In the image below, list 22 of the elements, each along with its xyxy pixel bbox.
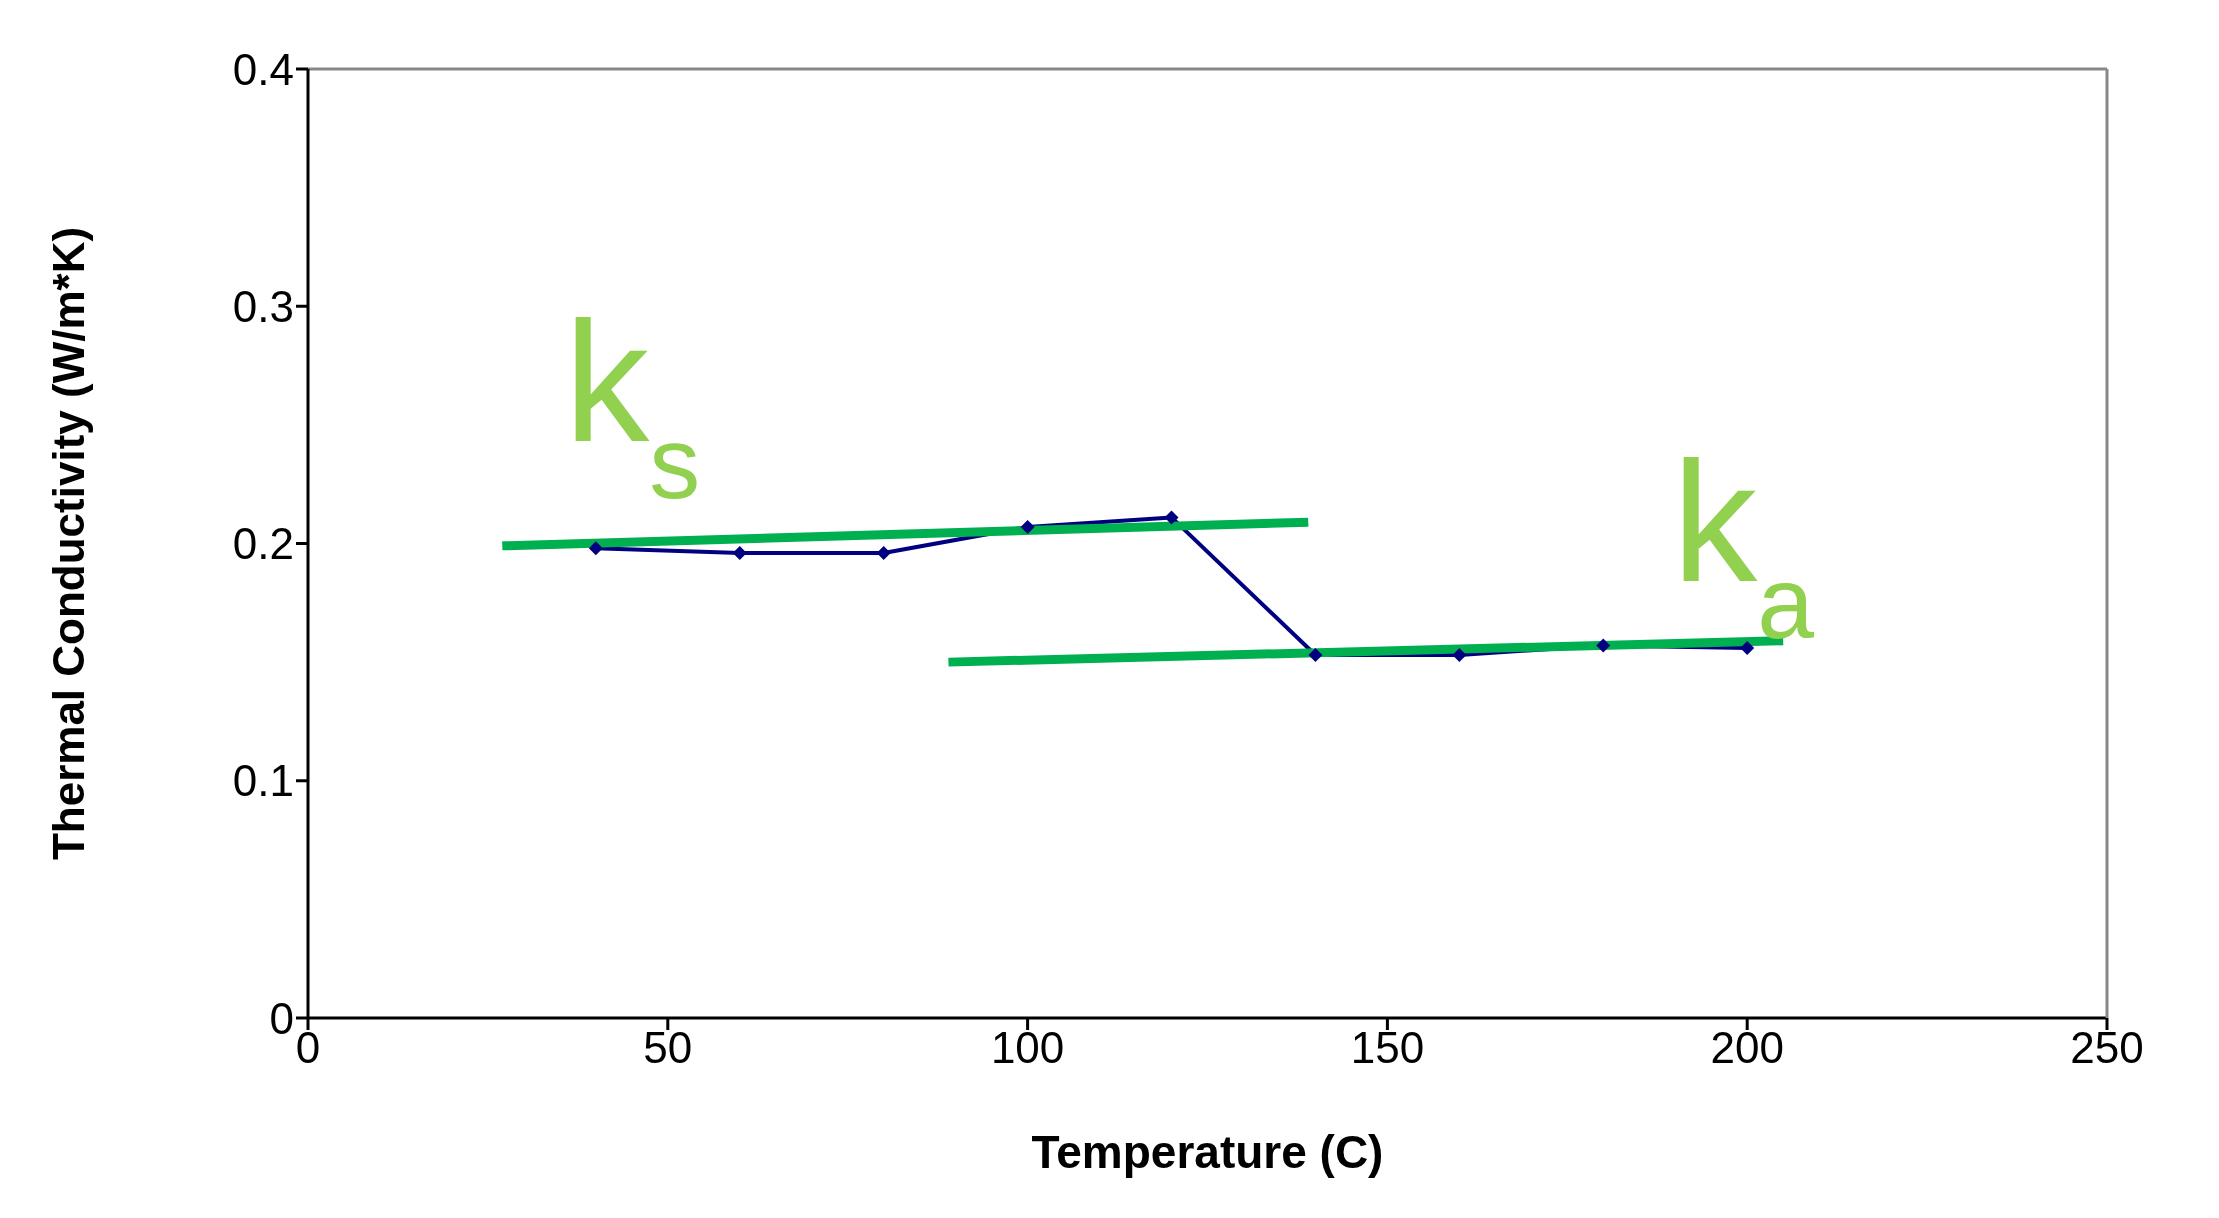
x-tick-label: 50 (643, 1023, 693, 1073)
point (1596, 638, 1611, 653)
series-label: k$_{a}$ (1672, 426, 1815, 660)
x-tick-label: 150 (1350, 1023, 1425, 1073)
point (1740, 640, 1755, 655)
point (1452, 648, 1467, 663)
y-tick-label: 0.3 (232, 281, 294, 331)
x-tick-label: 200 (1710, 1023, 1784, 1073)
point (1020, 519, 1035, 534)
y-tick-label: 0.2 (232, 519, 294, 569)
point (1308, 648, 1323, 663)
y-tick-label: 0.1 (232, 756, 294, 806)
point (732, 545, 747, 560)
y-tick-label: 0.4 (232, 44, 294, 94)
x-tick-label: 250 (2070, 1023, 2144, 1073)
series-label: k$_{s}$ (564, 286, 701, 520)
point (876, 545, 891, 560)
point (588, 541, 603, 556)
point (1164, 510, 1179, 525)
y-axis-title: Thermal Conductivity (W/m*K) (43, 226, 93, 861)
x-tick-label: 100 (990, 1023, 1065, 1073)
x-axis-title: Temperature (C) (1031, 1126, 1384, 1178)
